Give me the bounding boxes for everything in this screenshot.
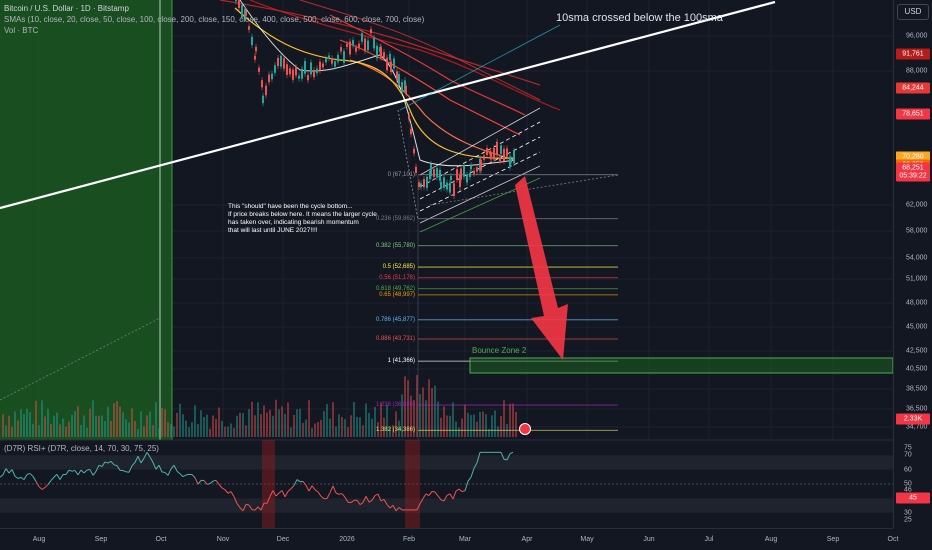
time-axis-label: May bbox=[580, 536, 594, 543]
time-axis-label: Feb bbox=[402, 536, 416, 543]
price-tick-label: 40,500 bbox=[906, 365, 928, 373]
price-badge: 91,761 bbox=[896, 48, 930, 60]
price-tick-label: 34,700 bbox=[906, 423, 928, 431]
price-scale[interactable] bbox=[893, 0, 932, 440]
rsi-tick-label: 50 bbox=[904, 480, 912, 488]
rsi-tick-label: 30 bbox=[904, 509, 912, 517]
rsi-legend[interactable]: (D7R) RSI+ (D7R, close, 14, 70, 30, 75, … bbox=[4, 444, 159, 453]
price-badge: 70,280 bbox=[896, 151, 930, 163]
price-tick-label: 88,000 bbox=[906, 67, 928, 75]
rsi-bands bbox=[0, 440, 893, 528]
price-tick-label: 48,000 bbox=[906, 299, 928, 307]
rsi-current-badge: 45 bbox=[896, 492, 930, 504]
cyan-trend-line[interactable] bbox=[399, 24, 561, 111]
cycle-note-line: This "should" have been the cycle bottom… bbox=[228, 203, 353, 210]
cycle-note-line: has taken over, indicating bearish momen… bbox=[228, 219, 359, 226]
rsi-line bbox=[0, 451, 514, 512]
time-axis-label: Dec bbox=[276, 536, 290, 543]
rsi-tick-label: 60 bbox=[904, 466, 912, 474]
dotted-support-left bbox=[0, 317, 161, 401]
volume-bars bbox=[2, 375, 517, 437]
fib-level-label: 0 (67,101) bbox=[387, 171, 415, 178]
symbol-title[interactable]: Bitcoin / U.S. Dollar · 1D · Bitstamp bbox=[4, 4, 129, 13]
price-tick-label: 38,500 bbox=[906, 385, 928, 393]
fib-level-label: 0.56 (51,178) bbox=[379, 274, 415, 281]
rsi-tick-label: 46 bbox=[904, 486, 912, 494]
chart-header: Bitcoin / U.S. Dollar · 1D · Bitstamp SM… bbox=[4, 3, 424, 36]
price-badge: 2.33K bbox=[896, 413, 930, 425]
price-tick-label: 45,000 bbox=[906, 323, 928, 331]
price-badge: 05:39:22 bbox=[896, 170, 930, 182]
rsi-tick-label: 70 bbox=[904, 451, 912, 459]
bounce-zone-label[interactable]: Bounce Zone 2 bbox=[472, 346, 527, 355]
price-tick-label: 58,000 bbox=[906, 227, 928, 235]
fib-level-label: 0.618 (49,762) bbox=[375, 285, 415, 292]
price-tick-label: 96,000 bbox=[906, 32, 928, 40]
rsi-scale[interactable] bbox=[893, 440, 932, 528]
sma-cross-annotation[interactable]: 10sma crossed below the 100sma bbox=[556, 12, 723, 24]
price-badge: 78,651 bbox=[896, 108, 930, 120]
time-axis-label: Sep bbox=[94, 536, 108, 543]
price-tick-label: 36,500 bbox=[906, 405, 928, 413]
time-axis-label: Nov bbox=[216, 536, 230, 543]
rsi-tick-label: 25 bbox=[904, 516, 912, 524]
time-axis-label: Oct bbox=[155, 536, 167, 543]
cycle-note-line: that will last until JUNE 2027!!!! bbox=[228, 227, 318, 234]
down-arrow[interactable] bbox=[515, 176, 568, 360]
time-axis-label: Jul bbox=[704, 536, 714, 543]
price-tick-label: 51,000 bbox=[906, 275, 928, 283]
fib-level-label: 0.236 (59,862) bbox=[375, 215, 415, 222]
time-axis[interactable] bbox=[0, 528, 893, 550]
fib-level-label: 0.5 (52,685) bbox=[382, 264, 415, 271]
time-axis-label: Mar bbox=[458, 536, 472, 543]
rsi-tick-label: 75 bbox=[904, 444, 912, 452]
fib-level-lines[interactable] bbox=[418, 174, 618, 431]
time-axis-label: Sep bbox=[826, 536, 840, 543]
fib-level-label: 0.786 (45,877) bbox=[375, 316, 415, 323]
fib-level-label: 0.382 (55,780) bbox=[375, 242, 415, 249]
cycle-note-annotation[interactable]: This "should" have been the cycle bottom… bbox=[228, 203, 428, 235]
time-axis-label: Oct bbox=[887, 536, 899, 543]
fib-level-label: 0.886 (43,731) bbox=[375, 336, 415, 342]
price-tick-label: 54,000 bbox=[906, 254, 928, 262]
fib-level-label: 1.236 (36,885) bbox=[375, 402, 415, 409]
bounce-zone-box[interactable] bbox=[469, 357, 894, 374]
price-badge: 68,251 bbox=[896, 162, 930, 174]
time-axis-label: Apr bbox=[521, 536, 533, 543]
time-axis-label: Aug bbox=[32, 536, 46, 543]
currency-button[interactable]: USD bbox=[897, 4, 929, 20]
green-highlight-zone bbox=[0, 0, 172, 440]
time-axis-label: Aug bbox=[764, 536, 778, 543]
us-flag-icon[interactable] bbox=[519, 423, 531, 435]
fib-level-label: 1.382 (34,386) bbox=[375, 427, 415, 434]
fib-level-label: 0.65 (48,997) bbox=[379, 291, 415, 298]
long-trend-line[interactable] bbox=[0, 0, 776, 210]
fib-dotted-line bbox=[397, 109, 419, 221]
price-tick-label: 62,000 bbox=[906, 201, 928, 209]
volume-indicator-legend[interactable]: Vol · BTC bbox=[4, 26, 39, 35]
time-axis-label: 2026 bbox=[339, 536, 355, 543]
price-candles bbox=[235, 0, 515, 199]
fib-level-label: 1 (41,366) bbox=[387, 358, 415, 365]
sma-indicator-legend[interactable]: SMAs (10, close, 20, close, 50, close, 1… bbox=[4, 15, 425, 24]
price-tick-label: 42,500 bbox=[906, 347, 928, 355]
cycle-note-line: If price breaks below here. It means the… bbox=[228, 211, 377, 218]
price-badge: 84,244 bbox=[896, 82, 930, 94]
time-axis-label: Jun bbox=[643, 536, 655, 543]
